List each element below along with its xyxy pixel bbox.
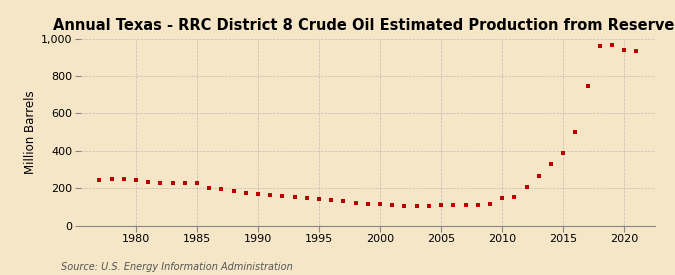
Point bbox=[265, 193, 275, 197]
Point bbox=[94, 177, 105, 182]
Point bbox=[619, 48, 630, 52]
Point bbox=[472, 203, 483, 207]
Title: Annual Texas - RRC District 8 Crude Oil Estimated Production from Reserves: Annual Texas - RRC District 8 Crude Oil … bbox=[53, 18, 675, 33]
Point bbox=[607, 43, 618, 47]
Point bbox=[216, 187, 227, 191]
Point bbox=[118, 177, 129, 181]
Point bbox=[631, 48, 642, 53]
Point bbox=[240, 191, 251, 195]
Point bbox=[521, 185, 532, 189]
Point bbox=[595, 44, 605, 48]
Point bbox=[509, 194, 520, 199]
Point bbox=[545, 162, 556, 166]
Point bbox=[485, 202, 495, 207]
Point bbox=[338, 199, 349, 204]
Point bbox=[204, 186, 215, 190]
Point bbox=[155, 181, 166, 185]
Point bbox=[533, 174, 544, 178]
Point bbox=[570, 130, 580, 134]
Point bbox=[362, 201, 373, 206]
Text: Source: U.S. Energy Information Administration: Source: U.S. Energy Information Administ… bbox=[61, 262, 292, 272]
Point bbox=[302, 196, 313, 200]
Point bbox=[387, 203, 398, 208]
Point bbox=[130, 178, 141, 182]
Point bbox=[350, 200, 361, 205]
Y-axis label: Million Barrels: Million Barrels bbox=[24, 90, 37, 174]
Point bbox=[289, 195, 300, 199]
Point bbox=[314, 197, 325, 201]
Point bbox=[399, 204, 410, 208]
Point bbox=[448, 203, 459, 208]
Point bbox=[583, 84, 593, 88]
Point bbox=[252, 192, 263, 196]
Point bbox=[277, 193, 288, 198]
Point bbox=[142, 179, 153, 184]
Point bbox=[192, 181, 202, 186]
Point bbox=[411, 204, 422, 208]
Point bbox=[180, 181, 190, 185]
Point bbox=[106, 177, 117, 181]
Point bbox=[460, 203, 471, 208]
Point bbox=[436, 203, 447, 208]
Point bbox=[228, 189, 239, 194]
Point bbox=[167, 181, 178, 185]
Point bbox=[497, 196, 508, 200]
Point bbox=[558, 151, 568, 155]
Point bbox=[326, 197, 337, 202]
Point bbox=[375, 202, 385, 207]
Point bbox=[423, 204, 434, 208]
